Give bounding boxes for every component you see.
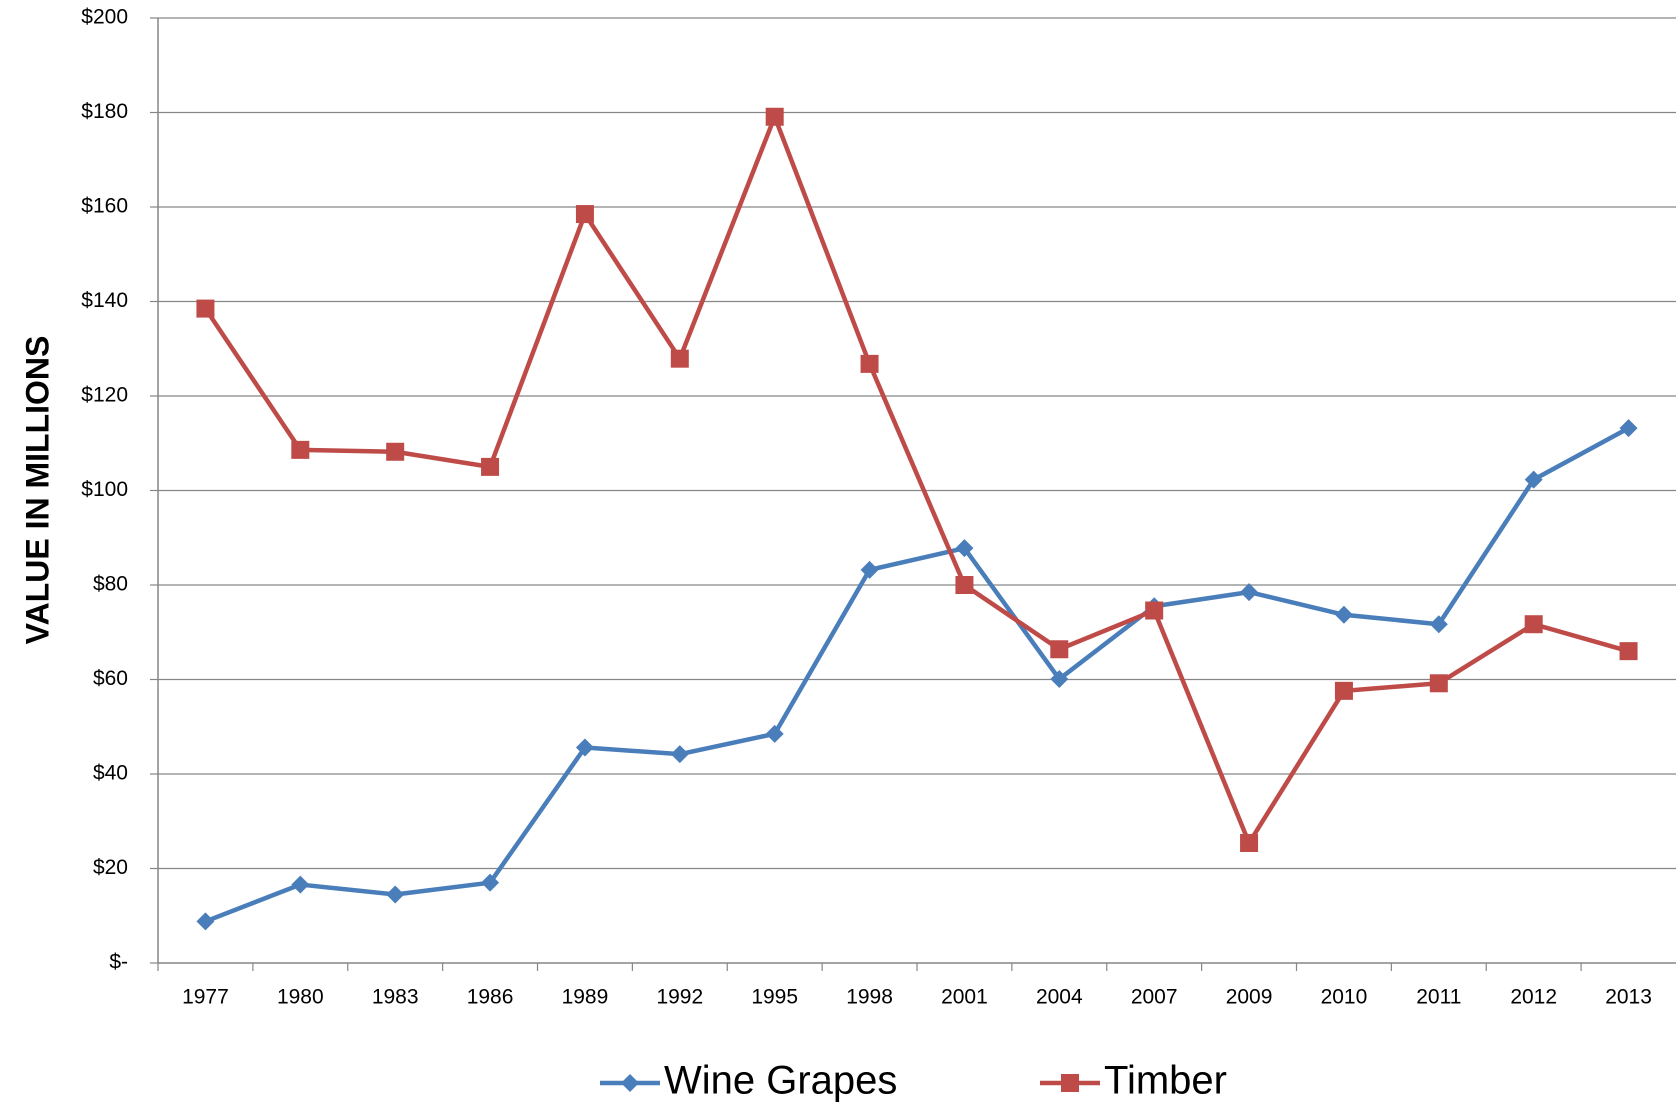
data-point [1619, 642, 1638, 661]
data-point [1334, 681, 1353, 700]
y-tick-label: $140 [81, 289, 128, 312]
x-tick-label: 2007 [1131, 986, 1178, 1009]
data-point [955, 576, 974, 594]
data-point [1240, 833, 1259, 852]
y-tick-label: $80 [93, 573, 128, 596]
y-tick-label: $200 [81, 6, 128, 29]
data-point [1524, 470, 1543, 489]
data-point [1240, 583, 1259, 602]
data-point [386, 442, 405, 461]
y-tick-label: $120 [81, 384, 128, 407]
data-point [481, 873, 500, 892]
x-tick-label: 2013 [1605, 986, 1652, 1009]
data-point [1429, 615, 1448, 634]
data-point [1429, 674, 1448, 693]
data-point [670, 349, 689, 368]
data-point [1145, 601, 1164, 620]
data-point [670, 745, 689, 764]
data-point [386, 885, 405, 904]
x-tick-label: 2012 [1510, 986, 1557, 1009]
data-point [860, 354, 879, 373]
data-point [291, 440, 310, 459]
x-tick-label: 1986 [467, 986, 514, 1009]
y-tick-label: $20 [93, 856, 128, 879]
y-tick-label: $180 [81, 100, 128, 123]
data-point [765, 724, 784, 743]
data-point [765, 107, 784, 126]
x-tick-label: 1998 [846, 986, 893, 1009]
data-point [196, 299, 215, 318]
x-tick-label: 2001 [941, 986, 988, 1009]
x-tick-label: 2009 [1226, 986, 1273, 1009]
data-point [1524, 615, 1543, 634]
y-tick-label: $160 [81, 195, 128, 218]
y-tick-label: $100 [81, 478, 128, 501]
legend-marker [621, 1074, 639, 1092]
x-tick-label: 1983 [372, 986, 419, 1009]
data-point [481, 457, 500, 476]
data-point [1619, 419, 1638, 438]
x-tick-label: 1980 [277, 986, 324, 1009]
legend-label: Wine Grapes [664, 1059, 897, 1103]
x-tick-label: 1992 [656, 986, 703, 1009]
data-point [860, 560, 879, 579]
legend-marker [1061, 1074, 1079, 1092]
series-line [203, 114, 1630, 846]
data-point [575, 738, 594, 757]
data-point [955, 539, 974, 558]
data-point [1050, 670, 1069, 689]
y-tick-label: $60 [93, 667, 128, 690]
y-axis-label: VALUE IN MILLIONS [19, 336, 55, 645]
data-point [575, 205, 594, 224]
legend-label: Timber [1104, 1059, 1227, 1103]
data-point [196, 912, 215, 931]
data-point [1050, 640, 1069, 659]
x-tick-label: 1977 [182, 986, 229, 1009]
x-tick-label: 2011 [1416, 986, 1461, 1009]
y-tick-label: $40 [93, 762, 128, 785]
y-tick-label: $- [109, 951, 128, 974]
x-tick-label: 1995 [751, 986, 798, 1009]
x-tick-label: 2010 [1321, 986, 1368, 1009]
data-point [1334, 605, 1353, 624]
x-tick-label: 2004 [1036, 986, 1083, 1009]
x-tick-label: 1989 [562, 986, 609, 1009]
series-line [204, 426, 1630, 924]
data-point [291, 875, 310, 894]
